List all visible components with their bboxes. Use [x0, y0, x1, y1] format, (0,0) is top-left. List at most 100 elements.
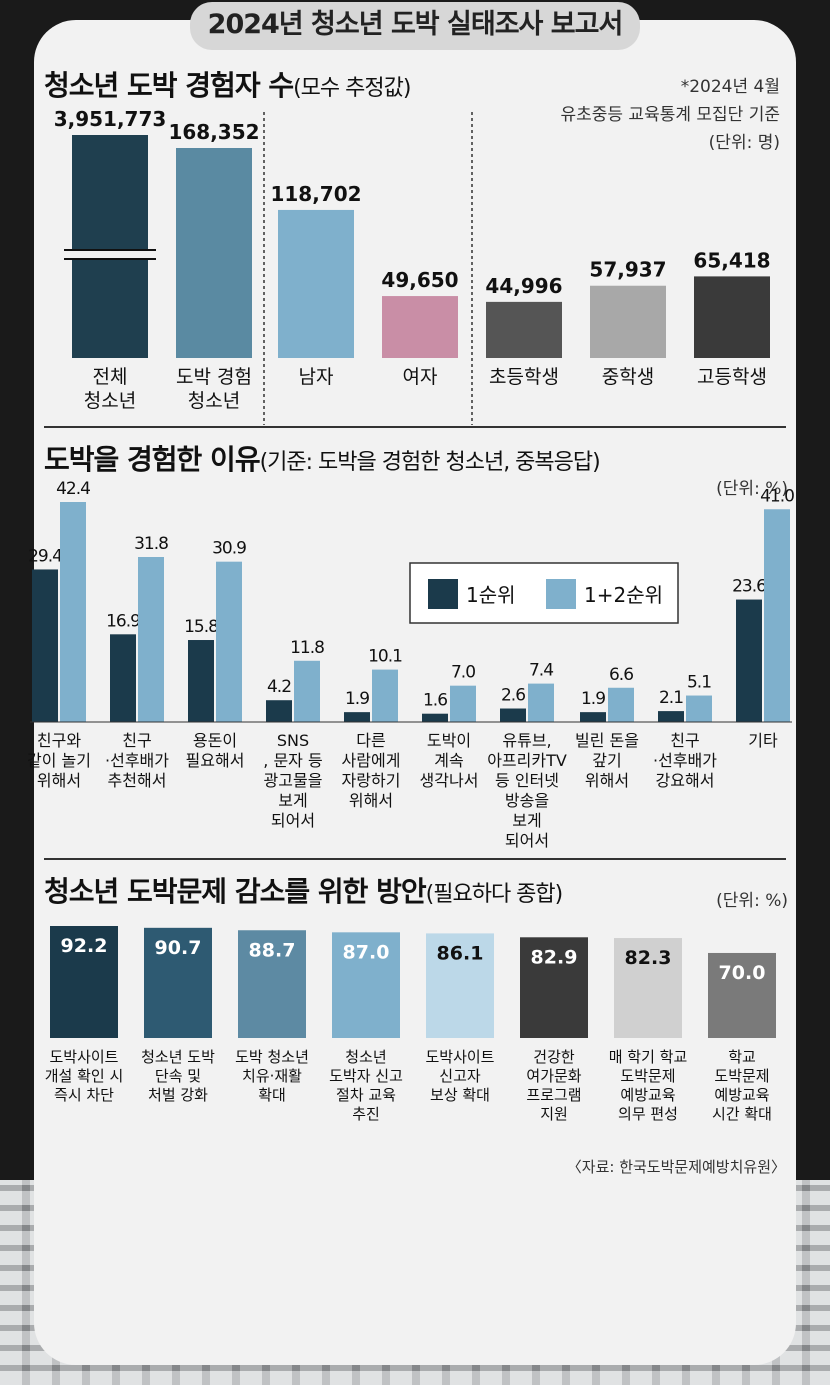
category-label: 청소년 [188, 390, 240, 412]
bar [608, 687, 634, 722]
category-label: 갚기 [592, 751, 621, 770]
bar [658, 711, 684, 722]
data-label: 7.4 [529, 661, 553, 681]
page-title: 2024년 청소년 도박 실태조사 보고서 [190, 2, 640, 50]
bar [450, 685, 476, 722]
category-label: 중학생 [602, 366, 654, 388]
category-label: SNS [277, 731, 309, 750]
legend-swatch [428, 579, 458, 609]
category-label: 도박 경험 [176, 366, 252, 388]
data-label: 15.8 [184, 617, 218, 637]
data-label: 88.7 [249, 939, 296, 961]
category-label: 유튜브, [502, 731, 551, 750]
category-label: 도박자 신고 [329, 1067, 403, 1085]
data-label: 4.2 [267, 677, 291, 697]
category-label: ·선후배가 [105, 751, 169, 770]
category-label: 전체 [93, 366, 128, 388]
category-label: 되어서 [271, 811, 315, 830]
category-label: 보게 [278, 791, 307, 810]
data-label: 2.1 [659, 688, 683, 708]
data-label: 10.1 [368, 647, 402, 667]
category-label: 친구 [122, 731, 151, 750]
section3-unit: (단위: %) [716, 891, 788, 911]
data-label: 82.3 [625, 947, 672, 969]
bar [500, 708, 526, 722]
bar [580, 712, 606, 722]
data-label: 87.0 [343, 941, 390, 963]
category-label: 자랑하기 [342, 771, 401, 790]
bar [708, 952, 776, 1038]
category-label: 추진 [352, 1105, 380, 1123]
data-label: 90.7 [155, 937, 202, 959]
bar [294, 660, 320, 722]
bar [382, 296, 458, 358]
data-label: 5.1 [687, 673, 711, 693]
category-label: 신고자 [439, 1067, 481, 1085]
data-label: 92.2 [61, 935, 108, 957]
bar [110, 634, 136, 722]
bar [528, 683, 554, 722]
category-label: 지원 [540, 1105, 568, 1123]
category-label: 용돈이 [193, 731, 237, 750]
bar [332, 932, 400, 1038]
section3-title: 청소년 도박문제 감소를 위한 방안(필요하다 종합) [44, 875, 563, 908]
category-label: 개설 확인 시 [45, 1067, 124, 1085]
data-label: 1.9 [345, 689, 369, 709]
category-label: 도박문제 [714, 1067, 769, 1085]
data-label: 70.0 [719, 962, 766, 984]
category-label: 되어서 [505, 831, 549, 850]
section1-unit: (단위: 명) [708, 133, 780, 153]
legend-label: 1+2순위 [584, 583, 663, 607]
data-label: 6.6 [609, 665, 633, 685]
legend-swatch [546, 579, 576, 609]
category-label: 빌린 돈을 [575, 731, 639, 750]
data-label: 11.8 [290, 638, 324, 658]
category-label: 고등학생 [697, 366, 767, 388]
bar [344, 712, 370, 722]
data-label: 82.9 [531, 946, 578, 968]
category-label: 초등학생 [489, 366, 559, 388]
data-label: 7.0 [451, 663, 475, 683]
bar [520, 937, 588, 1038]
category-label: 절차 교육 [336, 1086, 396, 1104]
category-label: 강요해서 [656, 771, 715, 790]
category-label: 학교 [728, 1048, 756, 1066]
category-label: 확대 [258, 1086, 286, 1104]
section1-divider [44, 426, 786, 428]
data-label: 65,418 [693, 248, 770, 272]
category-label: 도박문제 [620, 1067, 675, 1085]
category-label: 위해서 [37, 771, 81, 790]
data-label: 41.0 [760, 486, 794, 506]
category-label: 위해서 [349, 791, 393, 810]
category-label: 매 학기 학교 [609, 1048, 688, 1066]
data-label: 57,937 [589, 258, 666, 282]
category-label: 청소년 도박 [141, 1048, 215, 1066]
source-note: 〈자료: 한국도박문제예방치유원〉 [566, 1158, 786, 1176]
data-label: 2.6 [501, 686, 525, 706]
category-label: 청소년 [84, 390, 136, 412]
category-label: 여자 [403, 366, 438, 388]
axis-break [64, 250, 156, 259]
category-label: 다른 [356, 731, 385, 750]
data-label: 168,352 [168, 120, 259, 144]
category-label: 보상 확대 [430, 1086, 490, 1104]
category-label: 예방교육 [714, 1086, 769, 1104]
category-label: 의무 편성 [618, 1105, 678, 1123]
category-label: 여가문화 [526, 1067, 581, 1085]
bar [144, 927, 212, 1038]
section2-title: 도박을 경험한 이유(기준: 도박을 경험한 청소년, 중복응답) [44, 443, 601, 476]
bar [32, 569, 58, 722]
category-label: 도박사이트 [425, 1048, 494, 1066]
section1-note-date: *2024년 4월 [680, 77, 780, 97]
bar [72, 135, 148, 358]
data-label: 3,951,773 [54, 107, 167, 131]
bar [486, 301, 562, 358]
category-label: 즉시 차단 [54, 1086, 114, 1104]
bar [694, 276, 770, 358]
category-label: 도박 청소년 [235, 1048, 309, 1066]
category-label: 청소년 [345, 1048, 386, 1066]
bar [614, 938, 682, 1038]
bar [176, 148, 252, 358]
